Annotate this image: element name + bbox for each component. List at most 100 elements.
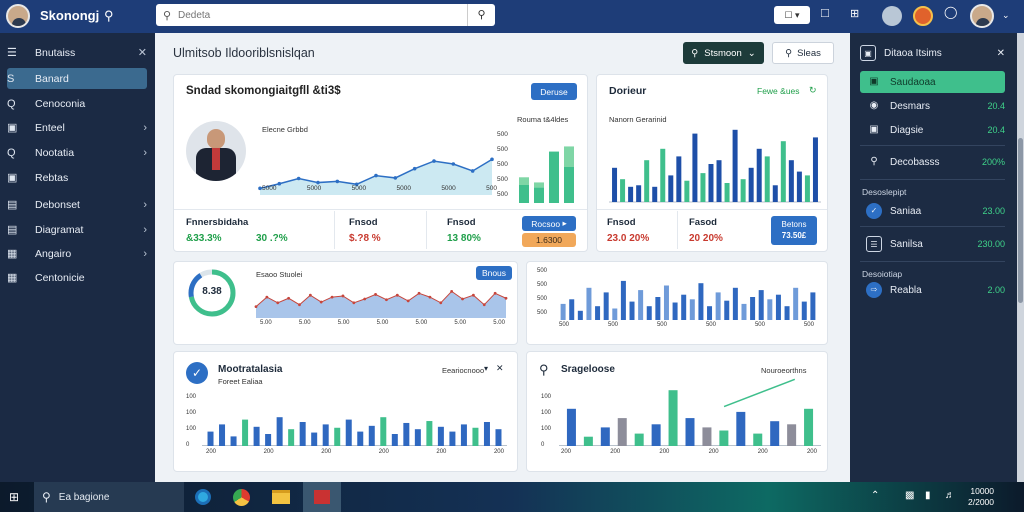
search-bar: ⚲ ⚲ bbox=[156, 4, 495, 26]
chevron-down-icon[interactable]: ⌄ bbox=[1002, 10, 1010, 20]
bar bbox=[634, 433, 644, 446]
view-toggle-button[interactable]: ☐ ▾ bbox=[774, 6, 810, 24]
stat-pill-button[interactable]: Rocsoo ▸ bbox=[522, 216, 576, 231]
search-submit-button[interactable]: ⚲ bbox=[467, 4, 495, 26]
bar bbox=[708, 164, 714, 202]
divider bbox=[860, 145, 1005, 146]
user-avatar-small[interactable] bbox=[882, 6, 902, 26]
distribution-card: 500 500 500 500 500 500 500 500 500 500 bbox=[526, 261, 828, 345]
taskbar-search[interactable]: ⚲ Ea bagione bbox=[34, 482, 184, 512]
close-icon[interactable]: ✕ bbox=[496, 363, 504, 373]
active-app-icon[interactable] bbox=[303, 482, 341, 512]
search-icon: ⚲ bbox=[162, 9, 172, 22]
bar bbox=[804, 175, 810, 202]
battery-icon[interactable]: ▮ bbox=[925, 490, 931, 501]
start-menu-icon[interactable]: ⊞ bbox=[9, 490, 20, 504]
close-icon[interactable]: ✕ bbox=[996, 47, 1005, 59]
folder-icon: ▣ bbox=[7, 172, 18, 184]
secondary-action-button[interactable]: ⚲ Sleas bbox=[772, 42, 834, 64]
sidebar-header: ☰ Bnutaiss ✕ bbox=[7, 46, 147, 60]
chart-legend: Elecne Grbbd bbox=[262, 125, 308, 134]
bar bbox=[793, 287, 799, 320]
data-point bbox=[450, 290, 454, 293]
sidebar-item-cenoconia[interactable]: Q Cenoconia bbox=[7, 97, 86, 110]
bar bbox=[612, 167, 618, 202]
search-input[interactable] bbox=[178, 9, 467, 21]
bar bbox=[724, 300, 730, 320]
sidebar-item-enteel[interactable]: ▣ Enteel › bbox=[7, 121, 147, 135]
tick-label: 500 bbox=[803, 322, 814, 328]
menu-icon[interactable]: ☰ bbox=[7, 47, 17, 59]
sidebar-item-debonset[interactable]: ▤ Debonset › bbox=[7, 198, 147, 212]
refresh-icon[interactable]: ↻ bbox=[809, 85, 817, 95]
bar bbox=[810, 292, 816, 320]
card-title: Srageloose bbox=[561, 364, 615, 375]
tick-label: 500 bbox=[497, 161, 508, 168]
notification-icon[interactable] bbox=[913, 6, 933, 26]
bar-chart bbox=[202, 417, 507, 446]
data-point bbox=[393, 176, 398, 180]
tick-label: 500 bbox=[705, 322, 716, 328]
file-explorer-icon[interactable] bbox=[262, 482, 300, 512]
bar-stack bbox=[534, 182, 544, 188]
rpanel-item[interactable]: ✓ Saniaa 23.00 bbox=[860, 200, 1005, 222]
sidebar-item-rebtas[interactable]: ▣ Rebtas bbox=[7, 171, 69, 185]
card-action-button[interactable]: Betons 73.50£ bbox=[771, 216, 817, 245]
search-icon[interactable]: ⚲ bbox=[104, 8, 114, 23]
stat-pill-warning[interactable]: 1.6300 bbox=[522, 233, 576, 247]
rpanel-item[interactable]: ◉ Desmars 20.4 bbox=[860, 95, 1005, 117]
tick-label: 500 bbox=[537, 268, 548, 274]
card-action-button[interactable]: Deruse bbox=[531, 83, 577, 100]
sidebar-item-nootatia[interactable]: Q Nootatia › bbox=[7, 146, 147, 159]
bar bbox=[787, 424, 797, 446]
stat-label: Fnsod bbox=[349, 217, 378, 228]
data-point bbox=[352, 301, 356, 305]
data-point bbox=[363, 297, 367, 301]
bar bbox=[796, 171, 802, 202]
rpanel-item[interactable]: ▣ Diagsie 20.4 bbox=[860, 119, 1005, 141]
user-avatar[interactable] bbox=[6, 4, 30, 28]
scrollbar-thumb[interactable] bbox=[1018, 138, 1023, 303]
grid-icon[interactable]: ⊞ bbox=[850, 8, 860, 20]
bar bbox=[577, 310, 583, 320]
tick-label: 200 bbox=[378, 449, 389, 455]
data-point bbox=[254, 305, 258, 308]
dropdown-icon[interactable]: ▾ bbox=[484, 364, 489, 373]
bar bbox=[663, 285, 669, 320]
rpanel-item-active[interactable]: ▣ Saudaoaa bbox=[860, 71, 1005, 93]
bar bbox=[660, 148, 666, 202]
bar bbox=[620, 280, 626, 320]
edge-browser-icon[interactable] bbox=[184, 482, 222, 512]
tick-label: 200 bbox=[659, 449, 670, 455]
close-icon[interactable]: ✕ bbox=[137, 47, 147, 59]
bar bbox=[230, 436, 237, 446]
card-action-button[interactable]: Bnous bbox=[476, 266, 512, 280]
stat-value: 23.0 20% bbox=[607, 233, 650, 244]
sidebar-item-angairo[interactable]: ▦ Angairo › bbox=[7, 247, 147, 261]
volume-icon[interactable]: ♬ bbox=[945, 490, 955, 501]
system-clock[interactable]: 10000 2/2000 bbox=[968, 486, 994, 507]
sidebar-item-diagramat[interactable]: ▤ Diagramat › bbox=[7, 223, 147, 237]
sidebar-item-centonicie[interactable]: ▦ Centonicie bbox=[7, 271, 85, 285]
rpanel-item[interactable]: ⚲ Decobasss 200% bbox=[860, 151, 1005, 173]
chevron-up-icon[interactable]: ⌃ bbox=[871, 490, 880, 501]
data-point bbox=[461, 297, 464, 301]
area-fill bbox=[256, 291, 506, 318]
sidebar-item-banard[interactable]: S Banard bbox=[7, 68, 147, 89]
stat-label: Fnsod bbox=[607, 217, 636, 228]
rpanel-item[interactable]: ⇨ Reabla 2.00 bbox=[860, 279, 1005, 301]
profile-avatar[interactable] bbox=[970, 4, 994, 28]
y-axis-ticks: 500 500 500 500 bbox=[537, 268, 547, 316]
data-point bbox=[265, 295, 269, 299]
scrollbar[interactable] bbox=[1017, 33, 1024, 482]
clock-icon[interactable]: ◯ bbox=[944, 5, 958, 19]
bar bbox=[698, 283, 704, 320]
bar bbox=[299, 422, 306, 446]
primary-action-button[interactable]: ⚲ Stsmoon ⌄ bbox=[683, 42, 764, 64]
tick-label: 200 bbox=[206, 449, 217, 455]
chat-icon[interactable]: □ bbox=[821, 5, 829, 20]
network-icon[interactable]: ▩ bbox=[905, 490, 915, 501]
chrome-browser-icon[interactable] bbox=[222, 482, 260, 512]
rpanel-item[interactable]: ☰ Sanilsa 230.00 bbox=[860, 233, 1005, 255]
stat-value: &33.3% bbox=[186, 233, 222, 244]
